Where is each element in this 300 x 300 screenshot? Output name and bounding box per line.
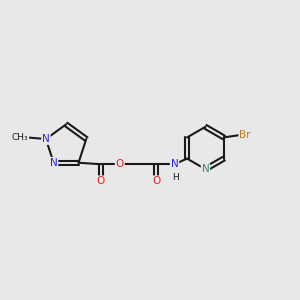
Text: H: H [172, 173, 178, 182]
Text: O: O [116, 159, 124, 169]
Text: O: O [152, 176, 160, 186]
Text: N: N [42, 134, 50, 144]
Text: N: N [171, 159, 178, 169]
Text: N: N [50, 158, 58, 168]
Text: O: O [97, 176, 105, 186]
Text: CH₃: CH₃ [12, 133, 28, 142]
Text: N: N [202, 164, 209, 174]
Text: Br: Br [239, 130, 251, 140]
